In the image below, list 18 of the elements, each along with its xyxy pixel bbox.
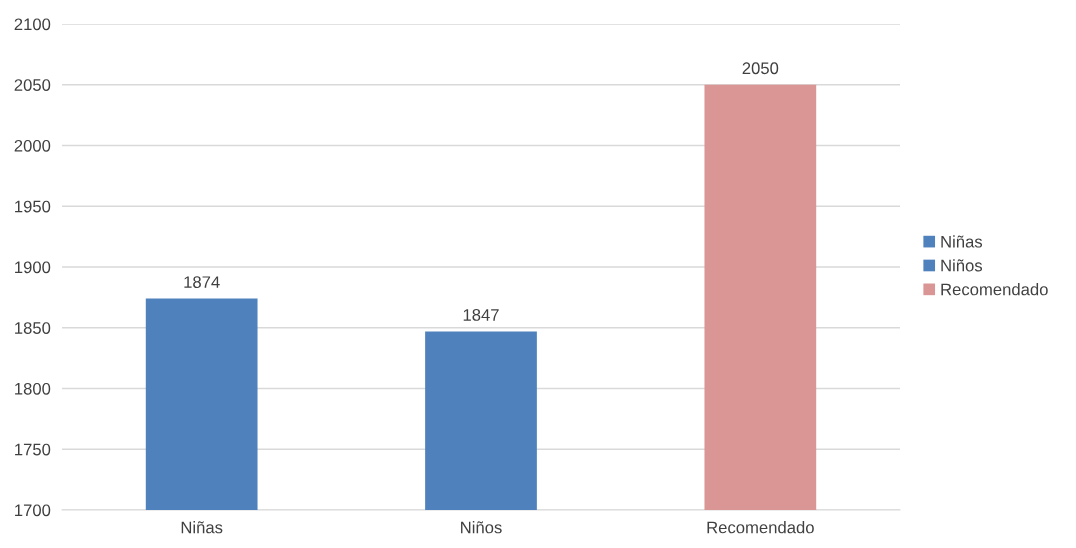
y-tick-label: 1900 — [15, 261, 51, 274]
legend-label: Recomendado — [941, 283, 1048, 296]
legend-label: Niños — [941, 259, 983, 272]
y-tick-label: 1700 — [15, 504, 51, 517]
x-tick-label: Niños — [461, 521, 502, 534]
x-tick-label: Niñas — [181, 521, 223, 534]
data-label: 2050 — [742, 62, 779, 75]
y-tick-label: 1850 — [15, 322, 51, 334]
y-tick-label: 1750 — [15, 443, 51, 456]
y-tick-label: 2100 — [14, 18, 51, 31]
legend-label: Niñas — [941, 235, 983, 248]
y-tick-label: 1800 — [15, 382, 51, 395]
data-label: 1847 — [463, 309, 499, 321]
y-tick-label: 2050 — [14, 79, 51, 91]
x-tick-label: Recomendado — [707, 521, 814, 534]
y-tick-label: 1950 — [15, 200, 51, 213]
data-label: 1874 — [184, 276, 220, 289]
y-tick-label: 2000 — [14, 139, 51, 152]
